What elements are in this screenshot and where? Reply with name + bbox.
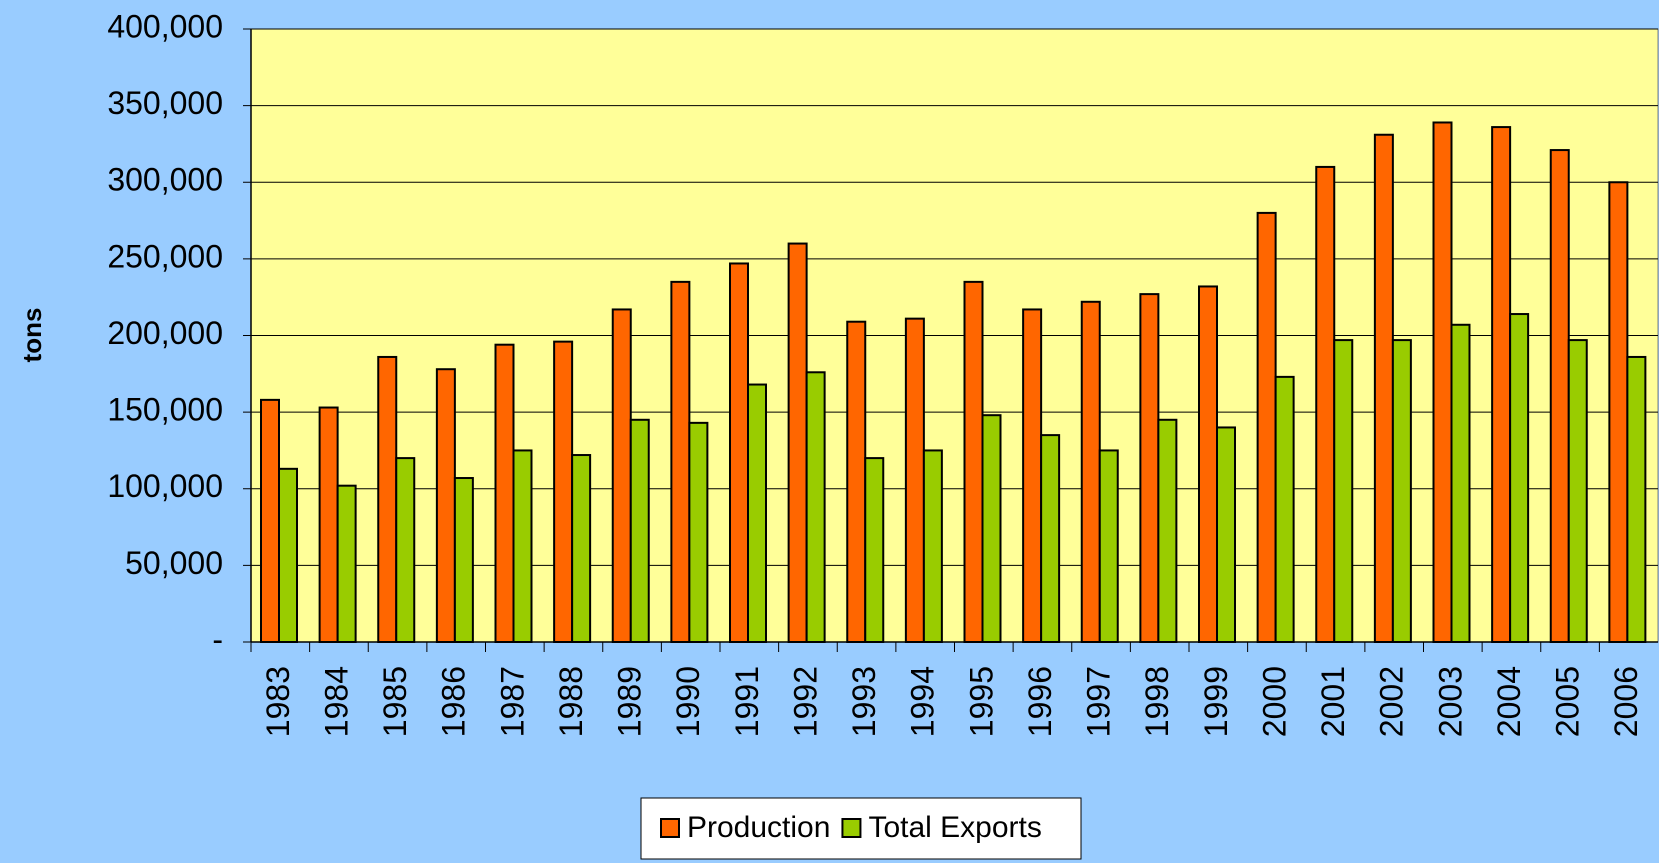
bar <box>553 340 574 643</box>
bar <box>260 398 280 643</box>
x-tick-label: 1990 <box>670 666 706 737</box>
x-tick-label: 2005 <box>1550 666 1586 737</box>
x-tick-label: 1987 <box>494 666 530 737</box>
legend-label: Total Exports <box>868 811 1041 844</box>
x-tick-label: 1983 <box>260 666 296 737</box>
bar <box>864 457 885 643</box>
bar <box>922 449 943 643</box>
x-tick-label: 2002 <box>1374 666 1410 737</box>
bar <box>611 308 632 643</box>
bar <box>1491 126 1512 643</box>
x-tick-label: 2004 <box>1491 666 1527 737</box>
bar <box>1198 285 1218 643</box>
bar <box>1549 149 1570 643</box>
x-tick-label: 2003 <box>1432 666 1468 737</box>
y-tick-label: 150,000 <box>107 392 223 428</box>
bar <box>805 371 826 643</box>
bar <box>1608 181 1629 643</box>
bar <box>1080 300 1101 643</box>
bar <box>904 317 925 643</box>
bar <box>1391 339 1412 643</box>
bar <box>1098 449 1119 643</box>
y-axis-label: tons <box>17 308 47 363</box>
bar <box>512 449 533 643</box>
bar <box>1022 308 1043 643</box>
bar <box>1450 323 1471 643</box>
x-tick-label: 1998 <box>1139 666 1175 737</box>
bar <box>747 383 767 643</box>
y-tick-label: 350,000 <box>107 85 223 121</box>
x-tick-label: 2001 <box>1315 666 1351 737</box>
bar <box>688 421 709 644</box>
bar <box>981 414 1002 643</box>
bar <box>729 262 749 643</box>
bar <box>1139 293 1160 643</box>
bar <box>670 280 691 643</box>
bar <box>1157 418 1178 643</box>
x-tick-label: 2000 <box>1256 666 1292 737</box>
y-tick-label: 200,000 <box>107 315 223 351</box>
y-tick-label: - <box>212 621 223 657</box>
bar <box>846 320 867 643</box>
x-tick-label: 1992 <box>787 666 823 737</box>
bar <box>1315 165 1336 644</box>
y-tick-label: 400,000 <box>107 8 223 44</box>
x-tick-label: 1986 <box>436 666 472 737</box>
bar <box>1626 355 1647 643</box>
x-tick-label: 1999 <box>1198 666 1234 737</box>
x-tick-label: 1995 <box>963 666 999 737</box>
y-tick-label: 250,000 <box>107 238 223 274</box>
bar <box>629 418 650 643</box>
x-tick-label: 1997 <box>1081 666 1117 737</box>
bar <box>453 477 474 643</box>
bar <box>963 280 984 643</box>
bar <box>395 457 416 643</box>
bar <box>494 343 515 643</box>
bar <box>1256 211 1277 643</box>
x-tick-label: 1993 <box>846 666 882 737</box>
x-tick-label: 1988 <box>553 666 589 737</box>
y-tick-label: 100,000 <box>107 468 223 504</box>
x-tick-label: 1989 <box>612 666 648 737</box>
x-tick-label: 1994 <box>905 666 941 737</box>
x-tick-label: 1996 <box>1022 666 1058 737</box>
x-tick-label: 1985 <box>377 666 413 737</box>
bar <box>377 355 398 643</box>
bar <box>1040 434 1061 643</box>
bar <box>1567 339 1588 643</box>
bar <box>787 242 808 644</box>
legend-swatch <box>660 818 680 838</box>
bar <box>336 484 357 643</box>
bar <box>318 406 339 643</box>
bar <box>1216 426 1236 644</box>
bar <box>435 368 456 643</box>
bar <box>1373 133 1394 643</box>
bar <box>1432 121 1453 644</box>
bar <box>571 454 592 643</box>
bar <box>1333 339 1354 643</box>
bar <box>1509 313 1530 643</box>
legend: Production Total Exports <box>640 797 1082 860</box>
legend-swatch <box>841 818 862 838</box>
y-tick-label: 300,000 <box>107 162 223 198</box>
bar <box>278 467 298 644</box>
bar <box>1274 375 1295 643</box>
x-tick-label: 2006 <box>1608 666 1644 737</box>
x-tick-label: 1991 <box>729 666 765 737</box>
x-tick-label: 1984 <box>318 666 354 737</box>
legend-label: Production <box>687 811 830 844</box>
y-tick-label: 50,000 <box>125 545 223 581</box>
